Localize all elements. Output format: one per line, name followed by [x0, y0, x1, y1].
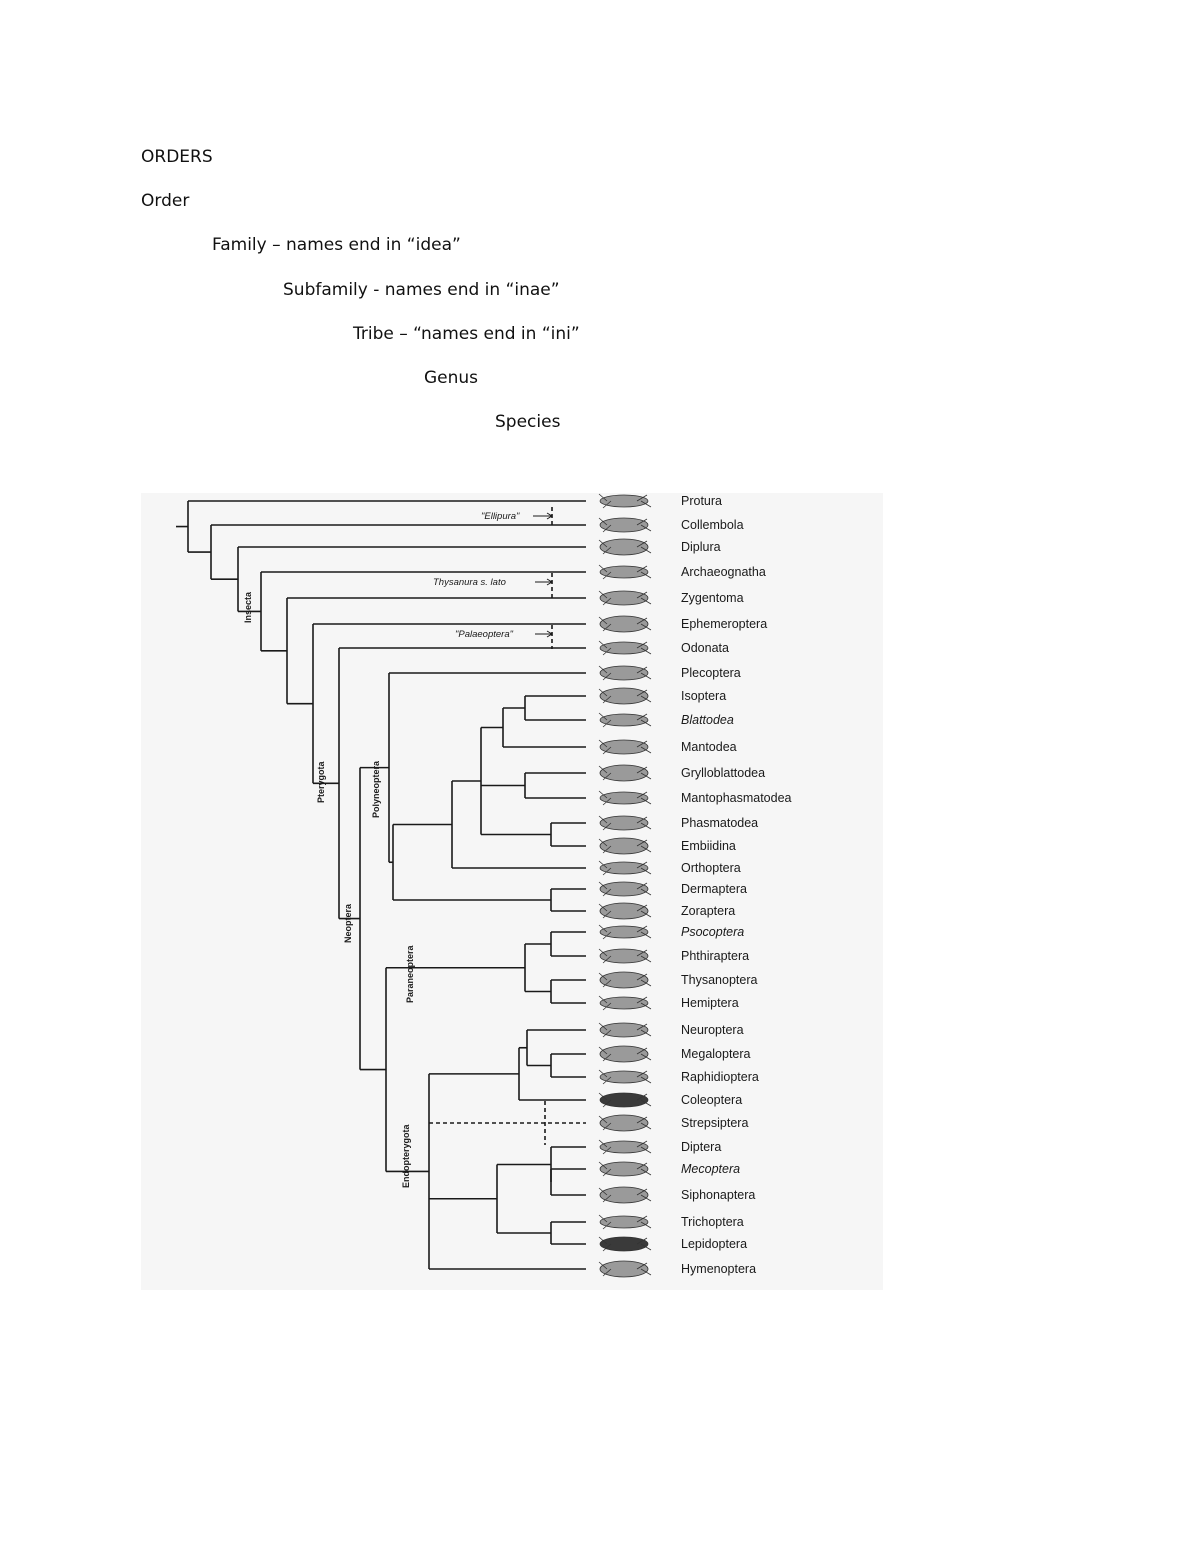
- heading-subfamily: Subfamily - names end in “inae”: [283, 280, 560, 300]
- note-palaeoptera: "Palaeoptera": [455, 629, 514, 640]
- taxon-label-neuroptera: Neuroptera: [681, 1023, 744, 1037]
- insect-plecoptera-icon: [598, 665, 652, 681]
- taxon-label-raphidioptera: Raphidioptera: [681, 1070, 759, 1084]
- taxon-label-diptera: Diptera: [681, 1140, 721, 1154]
- taxon-label-odonata: Odonata: [681, 641, 729, 655]
- insect-hemiptera-icon: [598, 995, 652, 1011]
- taxon-label-collembola: Collembola: [681, 518, 744, 532]
- note-palaeoptera-arrow: [535, 630, 553, 638]
- insect-blattodea-icon: [598, 712, 652, 728]
- taxon-label-thysanoptera: Thysanoptera: [681, 973, 757, 987]
- insect-megaloptera-icon: [598, 1045, 652, 1063]
- taxon-label-isoptera: Isoptera: [681, 689, 726, 703]
- insect-hymenoptera-icon: [598, 1260, 652, 1278]
- taxon-label-mantodea: Mantodea: [681, 740, 737, 754]
- note-thysanura: Thysanura s. lato: [433, 577, 506, 588]
- taxon-label-orthoptera: Orthoptera: [681, 861, 741, 875]
- heading-orders: ORDERS: [141, 147, 213, 167]
- clade-label-pterygota: Pterygota: [316, 760, 326, 803]
- taxon-label-strepsiptera: Strepsiptera: [681, 1116, 748, 1130]
- taxon-label-blattodea: Blattodea: [681, 713, 734, 727]
- insect-collembola-icon: [598, 517, 652, 533]
- insect-phylogeny-figure: Protura Collembola Diplura Archaeognatha Zyg…: [141, 493, 883, 1290]
- insect-mantodea-icon: [598, 739, 652, 755]
- insect-neuroptera-icon: [598, 1022, 652, 1038]
- phylogenetic-tree: Protura Collembola Diplura Archaeognatha Zyg…: [176, 493, 792, 1278]
- insect-ephemeroptera-icon: [598, 615, 652, 633]
- clade-label-insecta: Insecta: [243, 591, 253, 623]
- heading-tribe: Tribe – “names end in “ini”: [353, 324, 580, 344]
- insect-embiidina-icon: [598, 837, 652, 855]
- note-ellipura-arrow: [533, 512, 553, 520]
- taxon-label-phthiraptera: Phthiraptera: [681, 949, 749, 963]
- insect-phasmatodea-icon: [598, 815, 652, 831]
- heading-order: Order: [141, 191, 190, 211]
- taxon-label-lepidoptera: Lepidoptera: [681, 1237, 747, 1251]
- taxon-label-archaeognatha: Archaeognatha: [681, 565, 766, 579]
- insect-lepidoptera-icon: [598, 1236, 652, 1252]
- insect-protura-icon: [598, 493, 652, 509]
- clade-label-polyneoptera: Polyneoptera: [371, 760, 381, 818]
- clade-label-paraneoptera: Paraneoptera: [405, 944, 415, 1003]
- note-ellipura: "Ellipura": [481, 511, 520, 522]
- clade-label-neoptera: Neoptera: [343, 903, 353, 943]
- taxon-label-psocoptera: Psocoptera: [681, 925, 744, 939]
- taxon-label-diplura: Diplura: [681, 540, 721, 554]
- insect-diplura-icon: [598, 538, 652, 556]
- taxon-label-siphonaptera: Siphonaptera: [681, 1188, 755, 1202]
- taxon-label-grylloblattodea: Grylloblattodea: [681, 766, 765, 780]
- insect-phthiraptera-icon: [598, 948, 652, 964]
- insect-dermaptera-icon: [598, 881, 652, 897]
- taxon-label-hemiptera: Hemiptera: [681, 996, 739, 1010]
- insect-zoraptera-icon: [598, 902, 652, 920]
- insect-mecoptera-icon: [598, 1161, 652, 1177]
- taxon-label-zoraptera: Zoraptera: [681, 904, 735, 918]
- insect-strepsiptera-icon: [598, 1114, 652, 1132]
- note-thysanura-arrow: [535, 578, 553, 586]
- insect-orthoptera-icon: [598, 860, 652, 876]
- insect-siphonaptera-icon: [598, 1186, 652, 1204]
- heading-family: Family – names end in “idea”: [212, 235, 461, 255]
- taxon-label-zygentoma: Zygentoma: [681, 591, 744, 605]
- taxon-label-mantophasmatodea: Mantophasmatodea: [681, 791, 792, 805]
- taxon-label-mecoptera: Mecoptera: [681, 1162, 740, 1176]
- insect-diptera-icon: [598, 1139, 652, 1155]
- insect-zygentoma-icon: [598, 590, 652, 606]
- taxon-label-trichoptera: Trichoptera: [681, 1215, 744, 1229]
- taxon-label-protura: Protura: [681, 494, 722, 508]
- taxon-label-ephemeroptera: Ephemeroptera: [681, 617, 767, 631]
- insect-archaeognatha-icon: [598, 564, 652, 580]
- insect-odonata-icon: [598, 640, 652, 656]
- taxon-label-megaloptera: Megaloptera: [681, 1047, 751, 1061]
- taxon-label-dermaptera: Dermaptera: [681, 882, 747, 896]
- insect-mantophasmatodea-icon: [598, 790, 652, 806]
- heading-species: Species: [495, 412, 561, 432]
- taxon-label-hymenoptera: Hymenoptera: [681, 1262, 756, 1276]
- clade-label-endopterygota: Endopterygota: [401, 1124, 411, 1188]
- taxon-label-embiidina: Embiidina: [681, 839, 736, 853]
- insect-psocoptera-icon: [598, 924, 652, 940]
- insect-grylloblattodea-icon: [598, 764, 652, 782]
- insect-raphidioptera-icon: [598, 1069, 652, 1085]
- insect-trichoptera-icon: [598, 1214, 652, 1230]
- taxon-label-plecoptera: Plecoptera: [681, 666, 741, 680]
- heading-genus: Genus: [424, 368, 479, 388]
- insect-isoptera-icon: [598, 687, 652, 705]
- insect-coleoptera-icon: [598, 1092, 652, 1108]
- taxon-label-coleoptera: Coleoptera: [681, 1093, 742, 1107]
- insect-thysanoptera-icon: [598, 971, 652, 989]
- taxon-label-phasmatodea: Phasmatodea: [681, 816, 758, 830]
